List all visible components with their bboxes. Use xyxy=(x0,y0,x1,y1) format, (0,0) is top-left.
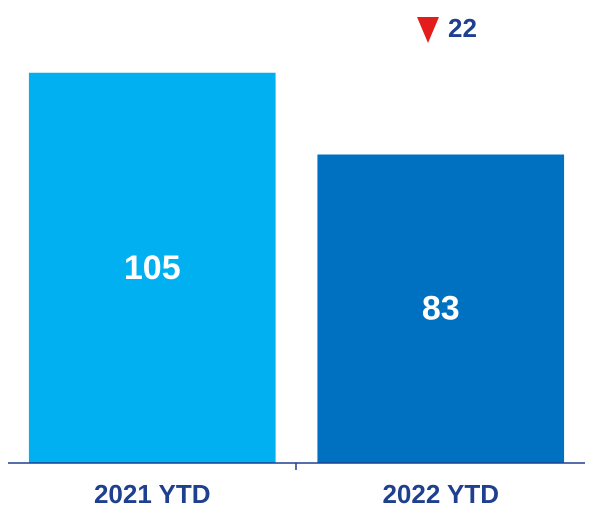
bar xyxy=(28,72,276,463)
decrease-arrow xyxy=(417,17,439,43)
x-tick-label: 2022 YTD xyxy=(382,479,499,509)
x-tick-label: 2021 YTD xyxy=(94,479,211,509)
bar xyxy=(317,154,565,463)
change-annotation: 22 xyxy=(448,13,477,43)
data-label: 83 xyxy=(422,290,460,328)
data-label: 105 xyxy=(124,249,181,287)
